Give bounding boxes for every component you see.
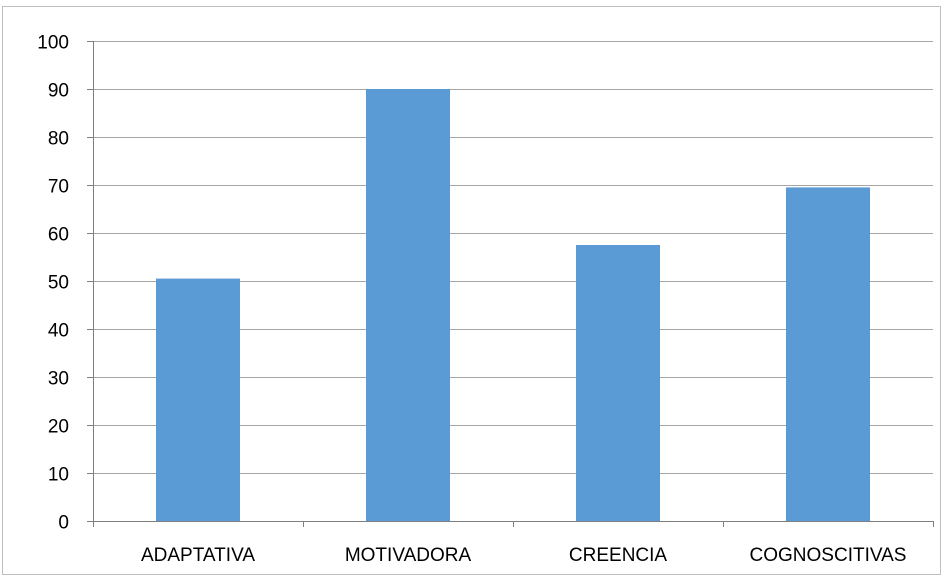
bar-creencia bbox=[576, 245, 660, 521]
y-tick-label: 40 bbox=[48, 321, 69, 342]
y-tick-label: 0 bbox=[58, 513, 69, 534]
y-tick-label: 60 bbox=[48, 225, 69, 246]
bars bbox=[156, 89, 870, 521]
y-tick-label: 30 bbox=[48, 369, 69, 390]
x-category-label: CREENCIA bbox=[569, 545, 668, 566]
y-tick-label: 70 bbox=[48, 177, 69, 198]
x-category-label: COGNOSCITIVAS bbox=[750, 545, 907, 566]
x-category-label: ADAPTATIVA bbox=[141, 545, 255, 566]
bar-adaptativa bbox=[156, 278, 240, 521]
bar-motivadora bbox=[366, 89, 450, 521]
x-category-label: MOTIVADORA bbox=[345, 545, 472, 566]
y-tick-label: 20 bbox=[48, 417, 69, 438]
y-tick-label: 90 bbox=[48, 81, 69, 102]
bar-cognoscitivas bbox=[786, 187, 870, 521]
y-tick-label: 100 bbox=[37, 33, 69, 54]
y-tick-label: 10 bbox=[48, 465, 69, 486]
axes bbox=[87, 41, 934, 527]
y-tick-label: 80 bbox=[48, 129, 69, 150]
y-tick-labels: 0 10 20 30 40 50 60 70 80 90 100 bbox=[37, 33, 69, 534]
x-category-labels: ADAPTATIVA MOTIVADORA CREENCIA COGNOSCITIVA… bbox=[141, 545, 906, 566]
y-tick-label: 50 bbox=[48, 273, 69, 294]
